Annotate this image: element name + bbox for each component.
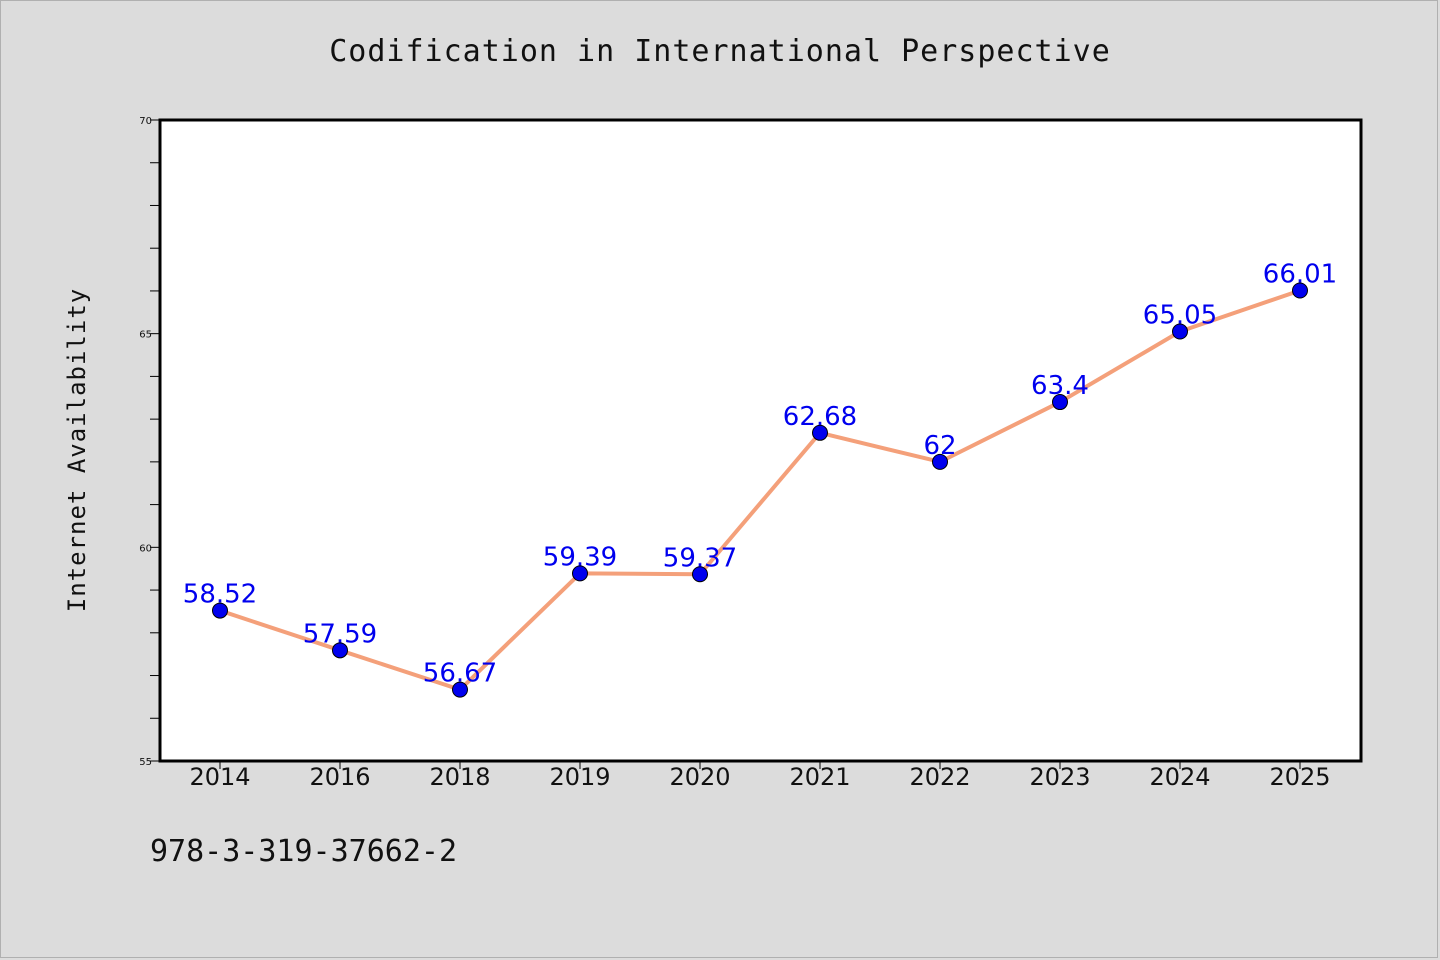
y-tick-label: 70 [139,116,152,127]
x-tick-label: 2016 [309,763,370,791]
x-tick-label: 2014 [189,763,250,791]
x-tick-label: 2022 [909,763,970,791]
data-label: 59.37 [663,543,737,573]
x-tick-label: 2021 [789,763,850,791]
data-point [1172,323,1188,340]
x-axis: 2014 2016 2018 2019 2020 2021 2022 2023 2024 2025 [189,761,1331,791]
data-label: 65.05 [1143,301,1217,331]
isbn-text: 978-3-319-37662-2 [150,834,458,869]
data-point [1052,394,1068,411]
data-label: 63.4 [1031,371,1089,401]
y-axis: 55 60 65 70 [139,116,160,768]
series-line [219,288,1301,692]
data-point [572,565,588,582]
data-point [932,453,948,470]
data-point [1292,282,1308,299]
x-tick-label: 2018 [429,763,490,791]
chart-title: Codification in International Perspectiv… [329,34,1111,69]
x-tick-label: 2025 [1269,763,1330,791]
y-tick-label: 60 [139,543,152,554]
x-tick-label: 2019 [549,763,610,791]
x-tick-label: 2024 [1149,763,1210,791]
data-label: 62 [923,431,956,461]
x-tick-label: 2023 [1029,763,1090,791]
data-point [692,566,708,583]
data-label: 58.52 [183,580,257,610]
y-axis-label: Internet Availability [63,288,91,612]
data-label: 62.68 [783,402,857,432]
data-label: 59.39 [543,542,617,572]
data-point [452,681,468,698]
x-tick-label: 2020 [669,763,730,791]
plot-area [158,118,1363,763]
data-label: 56.67 [423,659,497,689]
y-tick-label: 65 [139,330,152,341]
data-point [332,642,348,659]
y-tick-label: 55 [139,757,152,768]
data-label: 57.59 [303,619,377,649]
data-label: 66.01 [1263,260,1337,290]
series-layer: 58.52 57.59 56.67 59.39 59.37 62.68 62 63.4 65.0… [183,260,1337,698]
data-point [812,424,828,441]
data-point [212,602,228,619]
